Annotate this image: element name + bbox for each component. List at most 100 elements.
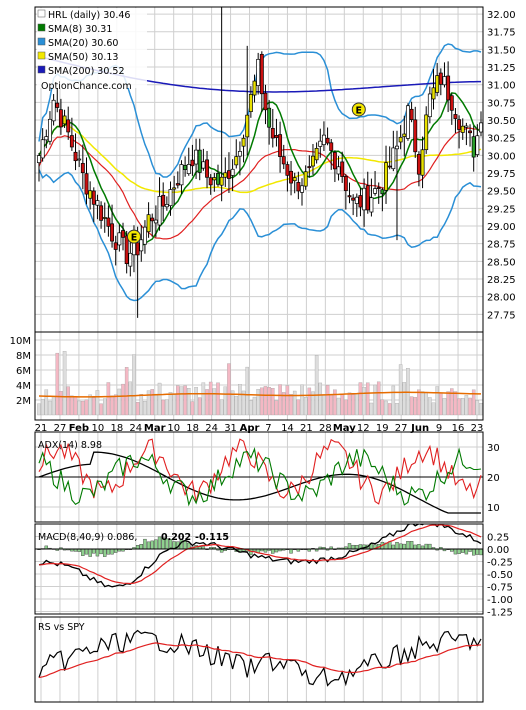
volume-bar [424,392,428,416]
price-plot: EE [37,7,483,318]
candle-body [216,173,220,185]
volume-bar [245,366,249,416]
volume-bar [300,384,304,416]
volume-bar [179,386,184,416]
date-tick-label: 18 [186,423,199,434]
candle-body [201,161,206,169]
legend-background [37,8,147,88]
volume-bar [271,388,275,416]
candle-body [468,130,472,134]
volume-bar [307,387,312,416]
volume-bar [183,385,187,416]
candle-body [369,197,374,213]
candle-body [58,109,63,128]
candle-body [128,252,133,267]
date-tick-label: 24 [129,423,142,434]
volume-bar [457,398,461,416]
volume-bar [387,403,392,416]
volume-bar [110,395,114,416]
volume-bar [37,403,41,416]
volume-bar [51,396,56,416]
candle-body [449,95,454,111]
volume-bar [431,402,436,416]
candle-body [205,159,209,178]
volume-tick-label: 10M [10,336,31,347]
candle-body [435,75,440,93]
volume-bar [113,394,118,416]
volume-bar [347,392,352,416]
candle-body [460,125,465,133]
candle-body [362,187,367,211]
volume-bar [289,394,293,416]
candle-body [267,107,272,128]
candle-body [245,114,250,138]
macd-histogram-bar [409,541,414,550]
price-tick-label: 31.75 [487,28,516,39]
volume-bar [150,389,154,416]
volume-tick-label: 4M [16,381,31,392]
rs-line [38,629,482,687]
candle-body [446,75,451,101]
volume-bar [417,389,421,416]
candle-body [351,197,356,201]
macd-histogram-bar [143,538,147,550]
volume-bar [165,399,169,416]
volume-bar [278,384,282,416]
volume-bar [453,391,458,416]
candle-body [292,177,297,182]
candle-body [208,177,213,186]
candle-body [332,152,337,170]
candle-body [391,147,396,170]
macd-histogram-bar [92,548,96,554]
bollinger-lower-line [38,169,482,302]
macd-histogram-bar [289,548,293,554]
date-tick-label: Feb [69,423,89,434]
candle-body [256,58,261,86]
price-tick-label: 28.25 [487,275,516,286]
date-tick-label: Apr [240,423,260,434]
macd-title: MACD(8,40,9) 0.086, [38,532,137,543]
price-tick-label: 30.00 [487,151,516,162]
volume-bar [292,390,297,416]
candle-body [117,232,122,246]
earnings-marker-label: E [356,105,363,116]
macd-histogram-bar [139,544,143,550]
volume-bar [124,367,129,416]
candle-body [190,159,195,167]
volume-bar [197,397,202,416]
volume-bar [128,381,133,416]
candle-body [194,149,199,165]
date-tick-label: 18 [110,423,123,434]
volume-bar [439,392,443,416]
volume-bar [234,395,239,416]
volume-bar [468,397,472,416]
date-tick-label: 23 [471,423,484,434]
candle-body [289,170,293,184]
candle-body [37,155,41,164]
macd-value-red: 0.202 [161,532,191,543]
candle-body [343,176,348,192]
candle-body [416,154,421,175]
volume-bar [219,399,224,416]
volume-bar [344,399,348,416]
volume-bar [398,364,403,416]
candle-body [307,166,312,169]
legend-swatch [37,23,46,32]
sma8-line [38,92,482,248]
macd-plot [35,524,483,588]
volume-bar [322,394,326,416]
candle-body [172,187,177,190]
date-tick-label: 24 [205,423,218,434]
volume-bar [40,399,45,416]
candle-body [80,163,85,174]
watermark: OptionChance.com [41,81,132,92]
legend-swatch [37,9,46,18]
volume-bar [384,400,388,416]
volume-bar [73,397,78,416]
legend-entry: HRL (daily) 30.46 [48,10,130,21]
candle-body [380,189,385,195]
volume-bar [362,387,366,416]
volume-bar [223,386,228,416]
date-tick-label: 19 [376,423,389,434]
candle-body [139,239,144,252]
